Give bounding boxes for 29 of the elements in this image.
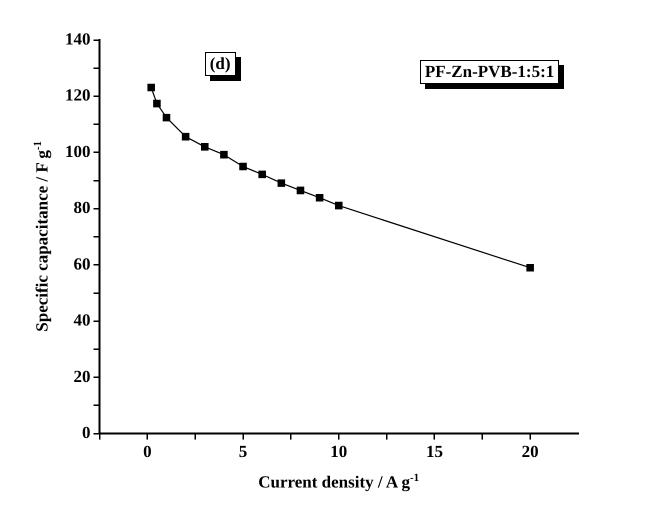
point	[316, 194, 324, 202]
y-tick-label: 120	[65, 86, 90, 105]
y-tick-label: 60	[74, 254, 90, 274]
point	[296, 186, 304, 194]
annotation: PF-Zn-PVB-1:5:1	[420, 60, 560, 84]
point	[162, 114, 170, 122]
point	[239, 162, 247, 170]
x-tick-label: 20	[522, 442, 539, 462]
point	[334, 202, 343, 210]
annotation: (d)	[204, 52, 236, 76]
y-tick-label: 100	[65, 142, 90, 161]
point	[200, 143, 209, 151]
x-axis-title: Current density / A g$^{-1}$	[258, 472, 420, 492]
y-tick-label: 40	[74, 310, 90, 330]
x-tick-label: 5	[238, 442, 248, 462]
point	[220, 150, 228, 158]
point	[153, 100, 161, 108]
y-tick-label: 20	[74, 366, 90, 386]
x-tick-label: 0	[143, 442, 152, 462]
point	[147, 84, 155, 92]
y-tick-label: 0	[82, 422, 90, 442]
x-tick-label: 15	[426, 442, 443, 462]
point	[526, 264, 534, 272]
y-tick-label: 140	[65, 29, 90, 48]
point	[258, 170, 266, 178]
point	[182, 132, 190, 140]
y-tick-label: 80	[74, 198, 90, 218]
x-tick-label: 10	[330, 442, 348, 462]
point	[278, 179, 286, 187]
